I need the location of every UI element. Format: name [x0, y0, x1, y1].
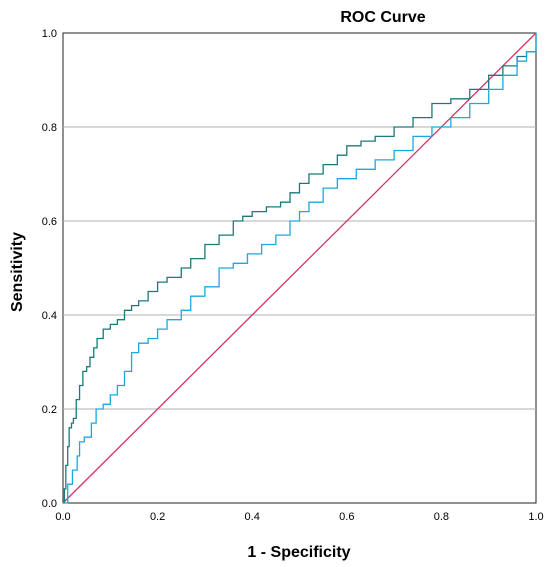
y-tick-label-1: 0.2 — [42, 404, 57, 416]
y-tick-label-4: 0.8 — [42, 122, 57, 134]
x-tick-label-2: 0.4 — [245, 511, 260, 523]
y-tick-label-5: 1.0 — [42, 28, 57, 40]
x-tick-label-3: 0.6 — [339, 511, 354, 523]
x-axis-label: 1 - Specificity — [247, 544, 350, 561]
y-tick-label-3: 0.6 — [42, 216, 57, 228]
series-line-0 — [63, 33, 537, 504]
y-tick-label-0: 0.0 — [42, 498, 57, 510]
series-lines — [62, 32, 537, 504]
x-tick-label-4: 0.8 — [434, 511, 449, 523]
y-tick-label-2: 0.4 — [42, 310, 57, 322]
x-tick-label-0: 0.0 — [55, 511, 70, 523]
chart-title: ROC Curve — [340, 9, 425, 26]
series-line-2 — [62, 32, 537, 504]
series-line-1 — [63, 33, 537, 504]
tick-labels: 0.0 0.2 0.4 0.6 0.8 1.0 0.0 0.2 0.4 0.6 0.8 1.0 — [42, 28, 544, 523]
y-axis-label: Sensitivity — [9, 232, 26, 312]
x-tick-label-1: 0.2 — [150, 511, 165, 523]
x-tick-label-5: 1.0 — [528, 511, 543, 523]
